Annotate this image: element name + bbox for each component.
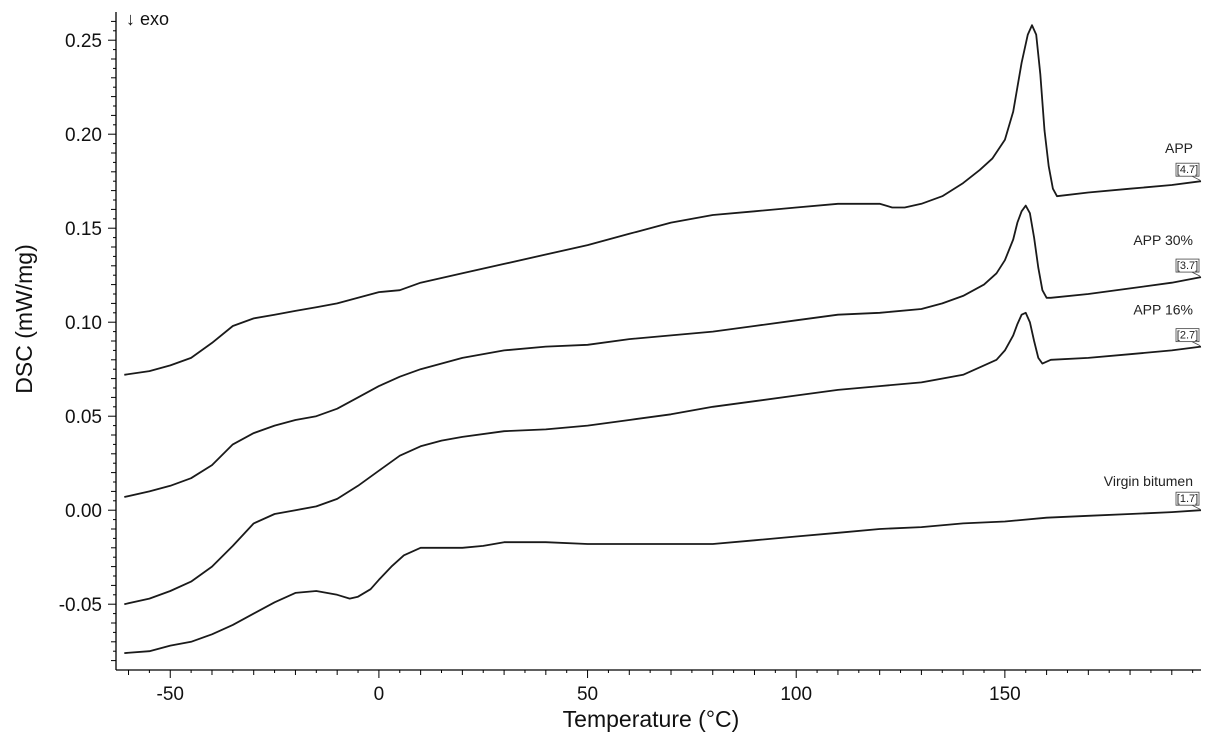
y-tick-label: 0.05 <box>65 407 102 428</box>
end-tag-label: [4.7] <box>1177 164 1198 176</box>
end-tag-label: [2.7] <box>1177 330 1198 342</box>
end-tag-leader <box>1191 271 1201 277</box>
series-line-1 <box>124 24 1202 376</box>
series-group <box>124 24 1202 654</box>
series-line-3 <box>124 311 1202 606</box>
x-tick-label: 50 <box>577 684 598 705</box>
end-tag-leader <box>1191 504 1201 510</box>
y-axis: -0.05 0.00 0.05 0.10 0.15 0.20 0.25 <box>59 20 116 662</box>
plot-frame <box>115 12 1201 671</box>
end-tag-box <box>1175 491 1200 506</box>
end-tag-leader <box>1191 341 1201 346</box>
y-tick-label: 0.20 <box>65 125 102 146</box>
series-name-label: APP <box>1165 140 1193 156</box>
end-tag-leader <box>1191 175 1201 181</box>
series-line-4 <box>124 509 1202 654</box>
end-tag-box <box>1175 328 1200 343</box>
y-tick-label: -0.05 <box>59 595 102 616</box>
x-tick-label: 0 <box>374 684 385 705</box>
series-labels: APP [4.7] APP 30% [3.7] APP 16% [2.7] Virgin b… <box>1104 140 1201 510</box>
series-name-label: APP 16% <box>1133 302 1193 318</box>
y-tick-label: 0.25 <box>65 31 102 52</box>
x-tick-label: 100 <box>780 684 812 705</box>
series-name-label: APP 30% <box>1133 232 1193 248</box>
x-tick-label: 150 <box>989 684 1021 705</box>
y-tick-label: 0.15 <box>65 219 102 240</box>
y-tick-label: 0.10 <box>65 313 102 334</box>
end-tag-label: [1.7] <box>1177 493 1198 505</box>
series-name-label: Virgin bitumen <box>1104 473 1193 489</box>
end-tag-box <box>1175 258 1200 273</box>
x-axis-title: Temperature (°C) <box>563 706 740 732</box>
y-axis-title: DSC (mW/mg) <box>11 244 37 393</box>
series-line-2 <box>124 204 1202 498</box>
exo-direction-annotation: ↓ exo <box>126 9 169 29</box>
x-axis: -50 0 50 100 150 <box>128 670 1194 705</box>
x-tick-label: -50 <box>157 684 184 705</box>
y-tick-label: 0.00 <box>65 501 102 522</box>
end-tag-label: [3.7] <box>1177 260 1198 272</box>
end-tag-box <box>1175 162 1200 177</box>
